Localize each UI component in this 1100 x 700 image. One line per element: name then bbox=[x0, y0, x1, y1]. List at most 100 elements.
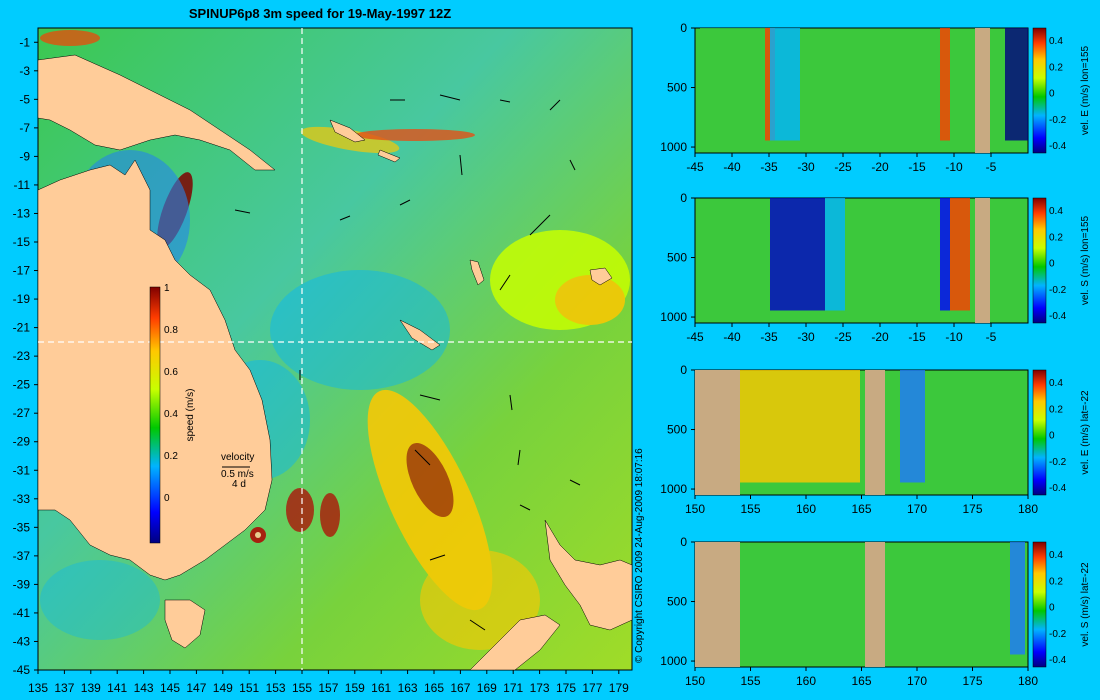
section-x-tick-label: 180 bbox=[1018, 502, 1038, 516]
map-colorbar-tick-labels: 1 0.8 0.6 0.4 0.2 0 bbox=[164, 283, 178, 504]
section-y-tick-label: 500 bbox=[667, 81, 687, 95]
section-feature bbox=[975, 28, 990, 153]
section-feature bbox=[695, 542, 740, 667]
section-colorbar-label: vel. E (m/s) lon=155 bbox=[1080, 45, 1091, 135]
map-y-tick-label: -33 bbox=[13, 492, 31, 506]
section-colorbar-tick-label: 0.2 bbox=[1049, 62, 1063, 73]
section-x-tick-label: -35 bbox=[760, 330, 778, 344]
section-x-tick-label: -10 bbox=[945, 160, 963, 174]
land-solomon-islands bbox=[329, 119, 401, 163]
section-feature bbox=[770, 28, 800, 141]
map-colorbar bbox=[149, 286, 161, 544]
map-y-tick-label: -11 bbox=[14, 178, 31, 192]
section-feature bbox=[740, 370, 860, 483]
map-y-tick-label: -7 bbox=[19, 121, 30, 135]
map-x-tick-label: 141 bbox=[107, 681, 127, 695]
map-x-tick-label: 153 bbox=[266, 681, 286, 695]
section-colorbar-tick-label: -0.2 bbox=[1049, 115, 1067, 126]
section-y-tick-label: 0 bbox=[680, 21, 687, 35]
velocity-key-speed: 0.5 m/s bbox=[221, 469, 254, 480]
section-colorbar-tick-label: -0.4 bbox=[1049, 655, 1067, 666]
section-feature bbox=[940, 198, 950, 311]
section-x-tick-label: 175 bbox=[962, 674, 982, 688]
map-y-tick-label: -5 bbox=[19, 92, 30, 106]
section-colorbar-tick-label: 0.4 bbox=[1049, 550, 1063, 561]
section-x-tick-label: -25 bbox=[834, 330, 852, 344]
map-x-tick-label: 161 bbox=[371, 681, 391, 695]
section-y-tick-label: 1000 bbox=[660, 140, 687, 154]
section-colorbar-tick-label: 0.4 bbox=[1049, 36, 1063, 47]
section-colorbar-tick-label: -0.2 bbox=[1049, 629, 1067, 640]
section-plot-area bbox=[694, 197, 1029, 324]
map-x-tick-label: 171 bbox=[503, 681, 523, 695]
map-panel: 135 137 139 141 143 145 147 149 151 153 155 157 159 1… bbox=[13, 27, 633, 695]
map-y-tick-label: -45 bbox=[13, 663, 31, 677]
section-feature bbox=[1010, 542, 1025, 655]
map-x-tick-label: 175 bbox=[556, 681, 576, 695]
map-x-tick-label: 149 bbox=[213, 681, 233, 695]
map-colorbar-tick-label: 0.6 bbox=[164, 367, 178, 378]
map-y-tick-label: -31 bbox=[13, 463, 31, 477]
land-new-zealand-south bbox=[469, 614, 561, 671]
map-y-tick-label: -13 bbox=[13, 206, 31, 220]
land-vanuatu bbox=[469, 259, 485, 286]
section-feature bbox=[865, 542, 885, 667]
map-y-tick-label: -17 bbox=[13, 264, 31, 278]
section-y-tick-label: 1000 bbox=[660, 310, 687, 324]
section-feature bbox=[695, 370, 740, 495]
section-y-tick-label: 1000 bbox=[660, 654, 687, 668]
section-x-tick-label: 180 bbox=[1018, 674, 1038, 688]
velocity-arrows bbox=[234, 94, 581, 631]
section-colorbar bbox=[1032, 27, 1047, 154]
map-y-tick-label: -41 bbox=[13, 606, 31, 620]
section-x-tick-label: -40 bbox=[723, 330, 741, 344]
section-x-tick-label: -20 bbox=[871, 160, 889, 174]
land-new-guinea bbox=[37, 54, 276, 171]
map-y-tick-label: -15 bbox=[13, 235, 31, 249]
map-x-tick-label: 165 bbox=[424, 681, 444, 695]
section-colorbar-tick-label: 0.2 bbox=[1049, 576, 1063, 587]
map-x-tick-label: 163 bbox=[398, 681, 418, 695]
map-colorbar-tick-label: 0 bbox=[164, 493, 170, 504]
section-x-tick-label: -20 bbox=[871, 330, 889, 344]
section-colorbar-tick-label: 0.2 bbox=[1049, 404, 1063, 415]
section-colorbar-tick-label: -0.4 bbox=[1049, 483, 1067, 494]
section-colorbar-label: vel. S (m/s) lon=155 bbox=[1080, 215, 1091, 305]
section-x-tick-label: 170 bbox=[907, 674, 927, 688]
land-tasmania bbox=[164, 599, 206, 649]
map-y-tick-label: -27 bbox=[13, 406, 31, 420]
section-panel-3: 150 155 160 165 170 175 180 0 500 1000 0.4 0.2 0 -0.2… bbox=[660, 363, 1091, 516]
map-y-tick-label: -25 bbox=[13, 378, 31, 392]
section-colorbar bbox=[1032, 369, 1047, 496]
section-colorbar-tick-label: 0 bbox=[1049, 431, 1055, 442]
section-colorbar-tick-label: -0.2 bbox=[1049, 285, 1067, 296]
map-y-tick-label: -35 bbox=[13, 520, 31, 534]
section-x-tick-label: 170 bbox=[907, 502, 927, 516]
section-x-tick-label: -15 bbox=[908, 160, 926, 174]
section-y-tick-label: 0 bbox=[680, 363, 687, 377]
section-panel-1: -45 -40 -35 -30 -25 -20 -15 -10 -5 0 500 1000 0.4 0.2… bbox=[660, 21, 1091, 174]
map-y-tick-label: -23 bbox=[13, 349, 31, 363]
map-y-tick-label: -29 bbox=[13, 435, 31, 449]
section-plot-area bbox=[694, 541, 1029, 668]
section-x-tick-label: -45 bbox=[686, 160, 704, 174]
map-colorbar-tick-label: 0.2 bbox=[164, 451, 178, 462]
section-x-tick-label: -25 bbox=[834, 160, 852, 174]
section-colorbar-tick-label: 0.4 bbox=[1049, 206, 1063, 217]
section-x-tick-label: -40 bbox=[723, 160, 741, 174]
map-y-tick-label: -39 bbox=[13, 577, 31, 591]
velocity-key-duration: 4 d bbox=[232, 479, 246, 490]
map-x-tick-label: 145 bbox=[160, 681, 180, 695]
map-x-tick-label: 139 bbox=[81, 681, 101, 695]
section-feature bbox=[900, 370, 925, 483]
section-x-tick-label: -15 bbox=[908, 330, 926, 344]
section-colorbar-tick-label: 0.4 bbox=[1049, 378, 1063, 389]
map-y-tick-labels: -1 -3 -5 -7 -9 -11 -13 -15 -17 -19 -21 -23 -25 -27 -29… bbox=[13, 35, 38, 677]
section-y-tick-label: 0 bbox=[680, 191, 687, 205]
map-x-tick-label: 157 bbox=[318, 681, 338, 695]
section-y-tick-label: 1000 bbox=[660, 482, 687, 496]
map-colorbar-tick-label: 1 bbox=[164, 283, 170, 294]
section-panels: -45 -40 -35 -30 -25 -20 -15 -10 -5 0 500 1000 0.4 0.2… bbox=[660, 21, 1091, 688]
section-colorbar-tick-label: 0 bbox=[1049, 603, 1055, 614]
map-x-tick-label: 155 bbox=[292, 681, 312, 695]
